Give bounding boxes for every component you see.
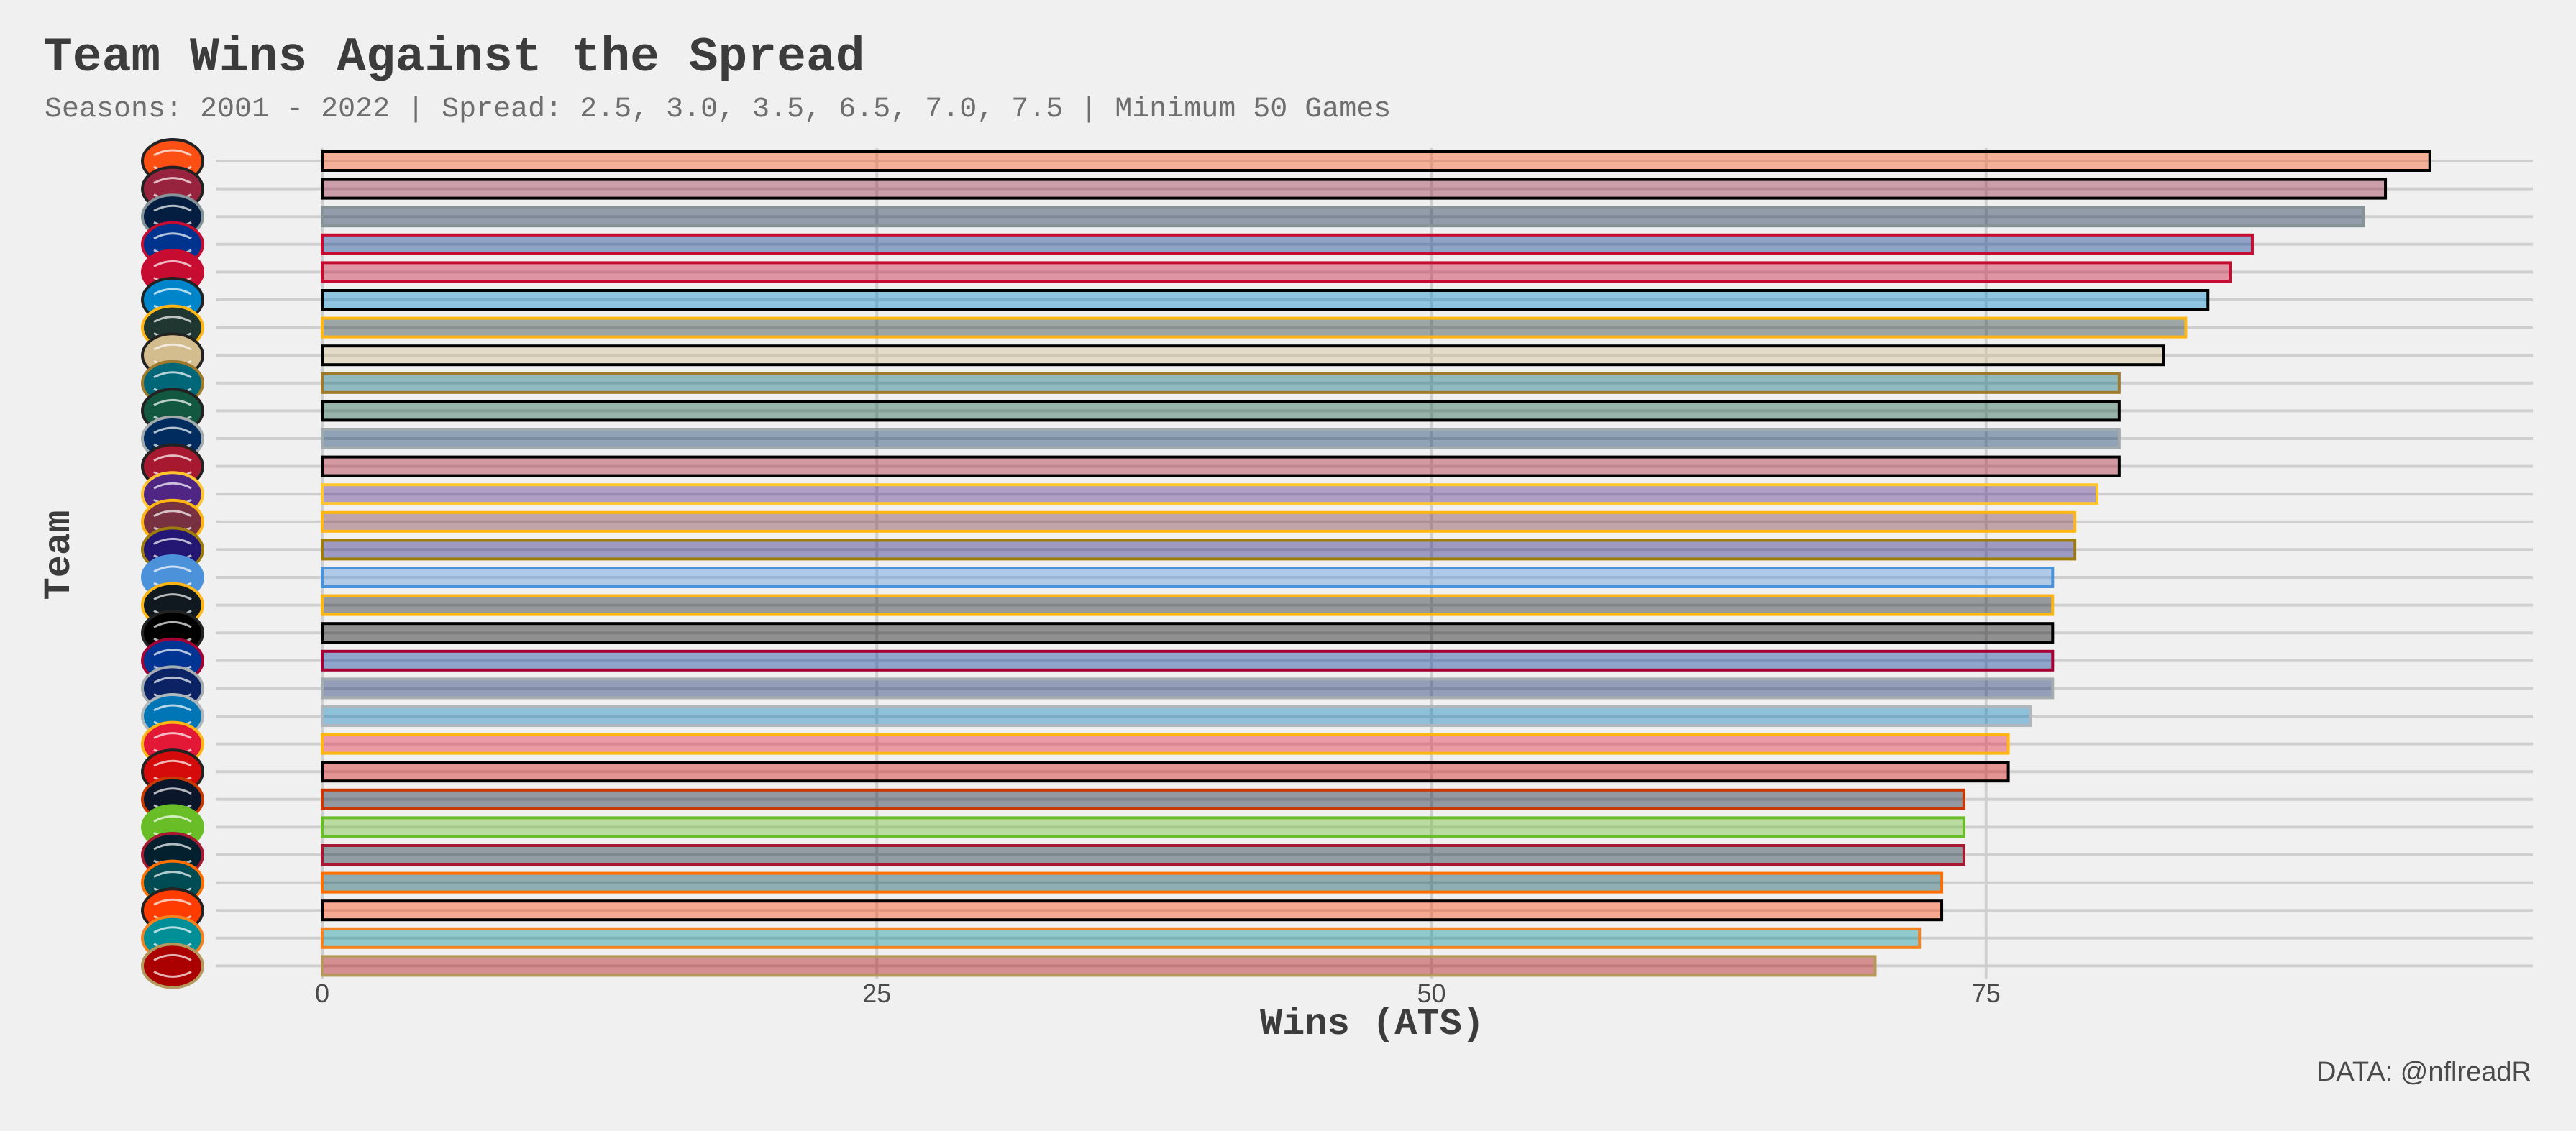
bar-det — [321, 705, 2032, 727]
bar-cle — [321, 899, 1944, 922]
49ers-logo — [141, 943, 204, 989]
chart-title: Team Wins Against the Spread — [43, 30, 865, 86]
bar-no — [321, 344, 2165, 367]
bar-cin — [321, 150, 2431, 172]
bar-ari — [321, 178, 2388, 200]
bar-buf — [321, 233, 2254, 255]
grid-layer — [216, 148, 2533, 979]
bar-ne — [321, 261, 2232, 283]
bar-layer — [321, 150, 2431, 977]
y-axis-title: Team — [38, 510, 81, 600]
x-tick-label: 50 — [1417, 979, 1445, 1008]
bar-ten — [321, 567, 2055, 588]
bar-phi — [321, 871, 1944, 894]
bar-nyg — [321, 677, 2055, 700]
bar-kc — [321, 733, 2010, 755]
bar-pit — [321, 594, 2055, 616]
bar-sf — [321, 955, 1877, 977]
x-axis-ticks: 0 25 50 75 — [315, 979, 2001, 1008]
bar-dal — [321, 206, 2365, 228]
x-tick-label: 75 — [1972, 979, 2001, 1008]
x-axis-title: Wins (ATS) — [1260, 1003, 1484, 1045]
bar-lar — [321, 649, 2055, 672]
bar-mia — [321, 927, 1922, 949]
bar-was — [321, 510, 2077, 533]
bar-car — [321, 289, 2210, 311]
bar-hou — [321, 844, 1965, 866]
bar-ind — [321, 428, 2121, 449]
bar-jax — [321, 372, 2121, 394]
data-source-caption: DATA: @nflreadR — [2316, 1057, 2531, 1087]
bar-tb — [321, 761, 2010, 783]
x-tick-label: 0 — [315, 979, 329, 1008]
bar-min — [321, 483, 2098, 505]
chart-subtitle: Seasons: 2001 - 2022 | Spread: 2.5, 3.0,… — [45, 93, 1392, 126]
bar-bal — [321, 539, 2077, 561]
bar-gb — [321, 316, 2188, 339]
bar-lv — [321, 622, 2055, 644]
bar-nyj — [321, 400, 2121, 422]
team-logo-column — [141, 138, 204, 989]
x-tick-label: 25 — [862, 979, 891, 1008]
bar-sea — [321, 816, 1965, 838]
bar-chi — [321, 788, 1965, 810]
bar-atl — [321, 455, 2121, 477]
